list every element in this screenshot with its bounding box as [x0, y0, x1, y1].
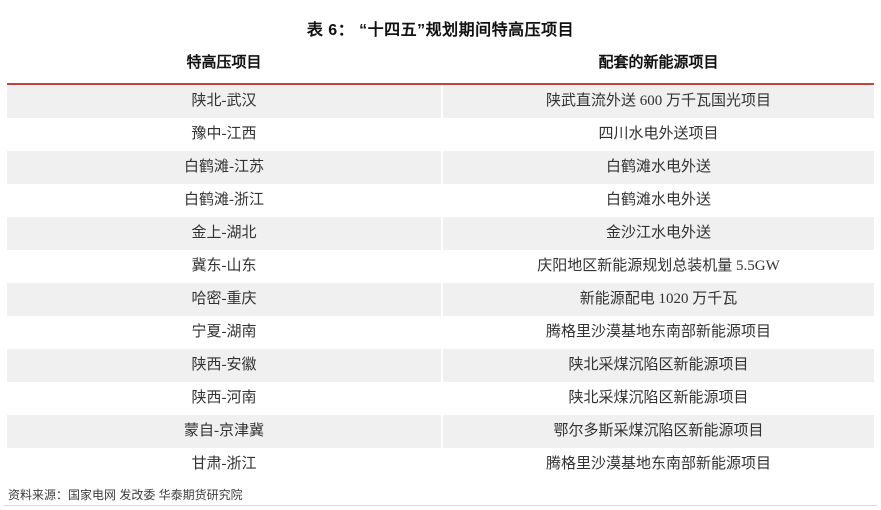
cell-uhv-project: 陕西-河南 — [191, 390, 257, 406]
table-row: 陕西-河南 陕北采煤沉陷区新能源项目 — [7, 382, 874, 415]
table-row: 白鹤滩-江苏 白鹤滩水电外送 — [7, 151, 874, 184]
cell-uhv-project: 宁夏-湖南 — [191, 324, 257, 340]
cell-uhv-project: 白鹤滩-浙江 — [184, 192, 264, 208]
cell-uhv-project: 哈密-重庆 — [7, 283, 441, 316]
cell-new-energy-project: 陕北采煤沉陷区新能源项目 — [443, 349, 874, 382]
bottom-divider — [4, 505, 877, 506]
cell-new-energy-project: 白鹤滩水电外送 — [605, 192, 711, 208]
cell-new-energy-project: 腾格里沙漠基地东南部新能源项目 — [545, 456, 771, 472]
cell-new-energy-project: 金沙江水电外送 — [443, 217, 874, 250]
cell-uhv-project: 陕西-安徽 — [7, 349, 441, 382]
table-row: 宁夏-湖南 腾格里沙漠基地东南部新能源项目 — [7, 316, 874, 349]
cell-new-energy-project: 陕武直流外送 600 万千瓦国光项目 — [443, 85, 874, 118]
uhv-projects-table: 特高压项目 配套的新能源项目 陕北-武汉 陕武直流外送 600 万千瓦国光项目 … — [7, 40, 874, 481]
table-row: 白鹤滩-浙江 白鹤滩水电外送 — [7, 184, 874, 217]
cell-uhv-project: 甘肃-浙江 — [191, 456, 257, 472]
table-row: 冀东-山东 庆阳地区新能源规划总装机量 5.5GW — [7, 250, 874, 283]
table-row: 蒙自-京津冀 鄂尔多斯采煤沉陷区新能源项目 — [7, 415, 874, 448]
cell-new-energy-project: 腾格里沙漠基地东南部新能源项目 — [545, 324, 771, 340]
cell-new-energy-project: 鄂尔多斯采煤沉陷区新能源项目 — [443, 415, 874, 448]
cell-new-energy-project: 四川水电外送项目 — [598, 126, 719, 142]
cell-uhv-project: 白鹤滩-江苏 — [7, 151, 441, 184]
table-row: 哈密-重庆 新能源配电 1020 万千瓦 — [7, 283, 874, 316]
cell-new-energy-project: 白鹤滩水电外送 — [443, 151, 874, 184]
table-row: 陕西-安徽 陕北采煤沉陷区新能源项目 — [7, 349, 874, 382]
cell-new-energy-project: 陕北采煤沉陷区新能源项目 — [568, 390, 749, 406]
cell-uhv-project: 冀东-山东 — [191, 258, 257, 274]
column-header-uhv: 特高压项目 — [186, 54, 262, 71]
table-title: 表 6： “十四五”规划期间特高压项目 — [306, 22, 575, 39]
cell-new-energy-project: 新能源配电 1020 万千瓦 — [443, 283, 874, 316]
table-header-row: 特高压项目 配套的新能源项目 — [7, 40, 874, 85]
cell-uhv-project: 豫中-江西 — [191, 126, 257, 142]
table-row: 金上-湖北 金沙江水电外送 — [7, 217, 874, 250]
table-row: 豫中-江西 四川水电外送项目 — [7, 118, 874, 151]
cell-uhv-project: 陕北-武汉 — [7, 85, 441, 118]
column-header-new-energy: 配套的新能源项目 — [598, 54, 719, 71]
cell-new-energy-project: 庆阳地区新能源规划总装机量 5.5GW — [537, 258, 780, 274]
source-note: 资料来源：国家电网 发改委 华泰期货研究院 — [8, 488, 243, 502]
cell-uhv-project: 蒙自-京津冀 — [7, 415, 441, 448]
cell-uhv-project: 金上-湖北 — [7, 217, 441, 250]
table-row: 陕北-武汉 陕武直流外送 600 万千瓦国光项目 — [7, 85, 874, 118]
table-row: 甘肃-浙江 腾格里沙漠基地东南部新能源项目 — [7, 448, 874, 481]
